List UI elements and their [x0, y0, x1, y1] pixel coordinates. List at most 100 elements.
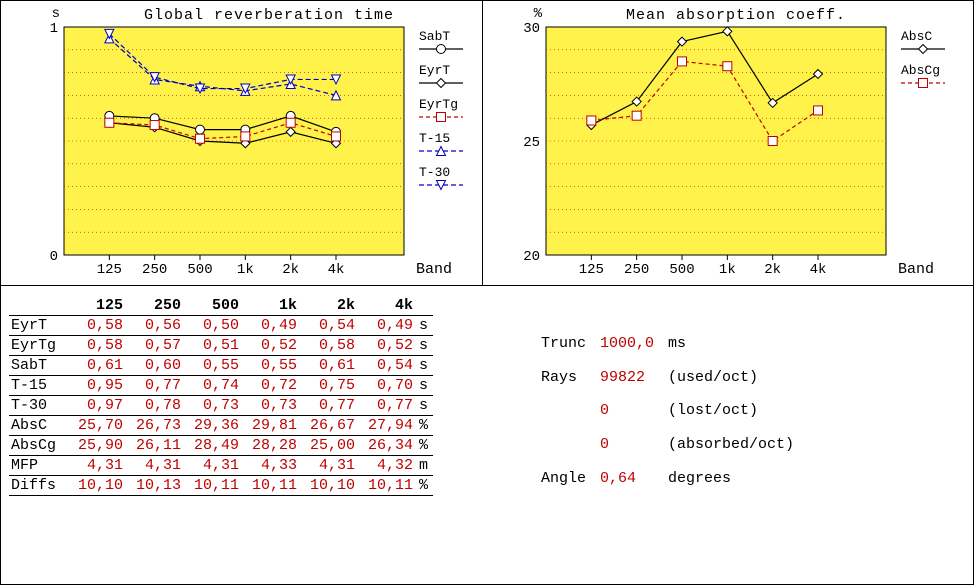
legend-label-AbsCg: AbsCg: [901, 63, 940, 78]
cell-value: 4,31: [299, 456, 357, 476]
x-tick: 1k: [719, 262, 736, 278]
x-tick: 125: [579, 262, 604, 278]
legend-label-AbsC: AbsC: [901, 29, 932, 44]
cell-value: 29,36: [183, 416, 241, 436]
meta-value: 0: [594, 429, 660, 461]
cell-value: 25,90: [67, 436, 125, 456]
x-label: Band: [898, 261, 934, 278]
meta-unit: (used/oct): [662, 362, 800, 394]
cell-value: 4,31: [183, 456, 241, 476]
row-label: Diffs: [9, 476, 67, 496]
row-unit: s: [415, 316, 433, 336]
row-label: EyrT: [9, 316, 67, 336]
col-header: 250: [125, 296, 183, 316]
meta-value: 99822: [594, 362, 660, 394]
cell-value: 0,70: [357, 376, 415, 396]
col-header: 2k: [299, 296, 357, 316]
cell-value: 0,73: [241, 396, 299, 416]
row-label: AbsCg: [9, 436, 67, 456]
cell-value: 0,49: [357, 316, 415, 336]
meta-key: [535, 429, 592, 461]
x-tick: 1k: [237, 262, 254, 278]
cell-value: 0,52: [357, 336, 415, 356]
chart-title: Mean absorption coeff.: [626, 7, 846, 24]
cell-value: 26,11: [125, 436, 183, 456]
row-label: EyrTg: [9, 336, 67, 356]
cell-value: 0,51: [183, 336, 241, 356]
x-tick: 250: [624, 262, 649, 278]
meta-key: Angle: [535, 462, 592, 494]
cell-value: 10,11: [357, 476, 415, 496]
col-header: 500: [183, 296, 241, 316]
x-tick: 125: [97, 262, 122, 278]
y-unit: %: [534, 6, 543, 22]
cell-value: 4,31: [125, 456, 183, 476]
cell-value: 0,56: [125, 316, 183, 336]
meta-key: [535, 395, 592, 427]
cell-value: 0,61: [67, 356, 125, 376]
cell-value: 0,50: [183, 316, 241, 336]
cell-value: 25,00: [299, 436, 357, 456]
col-header: 4k: [357, 296, 415, 316]
row-label: SabT: [9, 356, 67, 376]
x-tick: 2k: [764, 262, 781, 278]
cell-value: 28,28: [241, 436, 299, 456]
row-unit: s: [415, 376, 433, 396]
reverb-chart: Global reverberation times011252505001k2…: [9, 5, 475, 280]
meta-value: 1000,0: [594, 328, 660, 360]
cell-value: 0,60: [125, 356, 183, 376]
cell-value: 25,70: [67, 416, 125, 436]
meta-unit: (absorbed/oct): [662, 429, 800, 461]
abs-chart-cell: Mean absorption coeff.%2025301252505001k…: [483, 1, 974, 285]
cell-value: 0,49: [241, 316, 299, 336]
cell-value: 0,73: [183, 396, 241, 416]
cell-value: 0,52: [241, 336, 299, 356]
y-tick: 30: [523, 21, 540, 37]
cell-value: 10,11: [183, 476, 241, 496]
meta-key: Trunc: [535, 328, 592, 360]
cell-value: 10,10: [299, 476, 357, 496]
cell-value: 0,74: [183, 376, 241, 396]
meta-unit: ms: [662, 328, 800, 360]
x-label: Band: [416, 261, 452, 278]
cell-value: 10,13: [125, 476, 183, 496]
cell-value: 4,33: [241, 456, 299, 476]
row-unit: %: [415, 436, 433, 456]
bottom-panel: 1252505001k2k4kEyrT0,580,560,500,490,540…: [1, 286, 973, 506]
row-unit: s: [415, 336, 433, 356]
cell-value: 10,11: [241, 476, 299, 496]
cell-value: 0,58: [67, 316, 125, 336]
legend-label-T-15: T-15: [419, 131, 450, 146]
row-unit: s: [415, 396, 433, 416]
row-unit: m: [415, 456, 433, 476]
cell-value: 0,77: [357, 396, 415, 416]
cell-value: 0,78: [125, 396, 183, 416]
col-header: 1k: [241, 296, 299, 316]
cell-value: 28,49: [183, 436, 241, 456]
meta-table: Trunc 1000,0 ms Rays 99822 (used/oct) 0 …: [533, 326, 802, 496]
data-table: 1252505001k2k4kEyrT0,580,560,500,490,540…: [9, 296, 433, 496]
cell-value: 0,57: [125, 336, 183, 356]
x-tick: 500: [669, 262, 694, 278]
cell-value: 0,55: [183, 356, 241, 376]
y-tick: 0: [50, 249, 58, 265]
meta-unit: (lost/oct): [662, 395, 800, 427]
cell-value: 0,58: [299, 336, 357, 356]
cell-value: 29,81: [241, 416, 299, 436]
row-unit: s: [415, 356, 433, 376]
legend-label-EyrT: EyrT: [419, 63, 450, 78]
cell-value: 0,75: [299, 376, 357, 396]
meta-unit: degrees: [662, 462, 800, 494]
chart-title: Global reverberation time: [144, 7, 394, 24]
meta-value: 0: [594, 395, 660, 427]
row-label: T-15: [9, 376, 67, 396]
legend-label-EyrTg: EyrTg: [419, 97, 458, 112]
row-unit: %: [415, 416, 433, 436]
col-header: 125: [67, 296, 125, 316]
cell-value: 0,61: [299, 356, 357, 376]
cell-value: 4,31: [67, 456, 125, 476]
x-tick: 250: [142, 262, 167, 278]
y-tick: 20: [523, 249, 540, 265]
y-unit: s: [52, 6, 60, 22]
row-label: AbsC: [9, 416, 67, 436]
